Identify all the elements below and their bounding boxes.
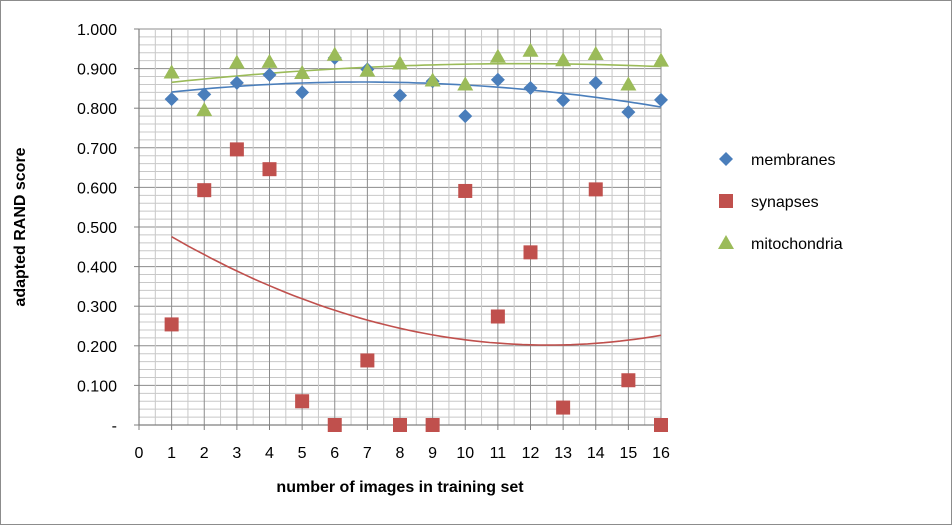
trendlines xyxy=(171,62,662,346)
y-axis-title: adapted RAND score xyxy=(12,147,29,306)
y-tick-label: - xyxy=(112,418,117,435)
x-tick-label: 7 xyxy=(363,445,372,462)
legend-label-mitochondria: mitochondria xyxy=(751,236,843,253)
synapses-point xyxy=(523,245,538,260)
y-tick-label: 1.000 xyxy=(77,22,117,39)
mitochondria-point xyxy=(587,45,604,60)
membranes-point xyxy=(523,81,538,96)
mitochondria-point xyxy=(326,46,343,61)
data-markers xyxy=(163,42,669,432)
tick-labels: - 0.100 0.200 0.300 0.400 0.500 0.600 0.700 0.80… xyxy=(77,22,670,462)
x-tick-label: 16 xyxy=(652,445,670,462)
mitochondria-point xyxy=(228,54,245,69)
synapses-point xyxy=(393,418,407,432)
synapses-point xyxy=(229,142,244,157)
membranes-point xyxy=(164,92,179,107)
x-tick-label: 11 xyxy=(490,445,507,462)
x-tick-label: 4 xyxy=(265,445,274,462)
mitochondria-point xyxy=(555,52,572,67)
x-tick-label: 1 xyxy=(167,445,176,462)
membranes-trendline xyxy=(171,81,662,108)
mitochondria-point xyxy=(457,76,474,91)
mitochondria-point xyxy=(489,48,506,63)
membranes-point xyxy=(262,67,277,82)
synapses-legend-marker xyxy=(719,194,733,208)
synapses-point xyxy=(327,418,342,432)
synapses-point xyxy=(556,400,571,415)
mitochondria-trendline xyxy=(171,62,662,84)
mitochondria-point xyxy=(196,102,213,117)
y-tick-label: 0.800 xyxy=(77,101,117,118)
legend-label-synapses: synapses xyxy=(751,194,819,211)
membranes-point xyxy=(229,75,244,90)
mitochondria-point xyxy=(163,64,180,79)
y-tick-label: 0.300 xyxy=(77,299,117,316)
synapses-point xyxy=(425,418,440,432)
y-tick-label: 0.500 xyxy=(77,220,117,237)
y-tick-label: 0.600 xyxy=(77,180,117,197)
membranes-point xyxy=(621,105,636,120)
mitochondria-point xyxy=(392,55,408,70)
synapses-point xyxy=(295,394,310,409)
legend: membranes synapses mitochondria xyxy=(718,152,843,253)
mitochondria-point xyxy=(261,53,278,68)
membranes-point xyxy=(588,75,603,90)
synapses-point xyxy=(360,353,375,368)
x-tick-label: 2 xyxy=(200,445,209,462)
mitochondria-point xyxy=(522,42,539,57)
synapses-point xyxy=(490,309,505,324)
mitochondria-legend-marker xyxy=(718,235,734,249)
membranes-point xyxy=(295,85,310,100)
synapses-point xyxy=(262,162,277,177)
x-tick-label: 9 xyxy=(428,445,437,462)
synapses-trendline xyxy=(171,236,662,346)
x-tick-label: 0 xyxy=(135,445,144,462)
y-tick-label: 0.200 xyxy=(77,339,117,356)
x-tick-label: 15 xyxy=(619,445,637,462)
membranes-point xyxy=(393,88,407,103)
synapses-point xyxy=(197,183,212,198)
y-tick-label: 0.900 xyxy=(77,62,117,79)
mitochondria-point xyxy=(359,62,376,77)
mitochondria-point xyxy=(653,52,669,67)
y-tick-label: 0.400 xyxy=(77,260,117,277)
mitochondria-point xyxy=(620,76,637,91)
x-tick-label: 14 xyxy=(587,445,605,462)
synapses-point xyxy=(458,183,473,198)
x-tick-label: 10 xyxy=(456,445,474,462)
x-tick-label: 8 xyxy=(396,445,405,462)
y-tick-label: 0.700 xyxy=(77,141,117,158)
x-tick-label: 3 xyxy=(232,445,241,462)
synapses-point xyxy=(654,418,668,432)
membranes-point xyxy=(556,93,571,108)
membranes-point xyxy=(654,92,668,107)
legend-label-membranes: membranes xyxy=(751,152,835,169)
synapses-point xyxy=(588,182,603,197)
membranes-point xyxy=(490,72,505,87)
y-tick-label: 0.100 xyxy=(77,378,117,395)
grid-lines xyxy=(138,28,662,426)
x-tick-label: 13 xyxy=(554,445,572,462)
membranes-point xyxy=(197,87,212,102)
mitochondria-point xyxy=(424,72,441,87)
membranes-legend-marker xyxy=(719,152,733,166)
x-tick-label: 12 xyxy=(522,445,540,462)
x-axis-title: number of images in training set xyxy=(276,479,524,496)
membranes-point xyxy=(458,109,473,124)
synapses-point xyxy=(621,373,636,388)
synapses-point xyxy=(164,317,179,332)
x-tick-label: 5 xyxy=(298,445,307,462)
mitochondria-point xyxy=(294,64,311,79)
x-tick-label: 6 xyxy=(330,445,339,462)
